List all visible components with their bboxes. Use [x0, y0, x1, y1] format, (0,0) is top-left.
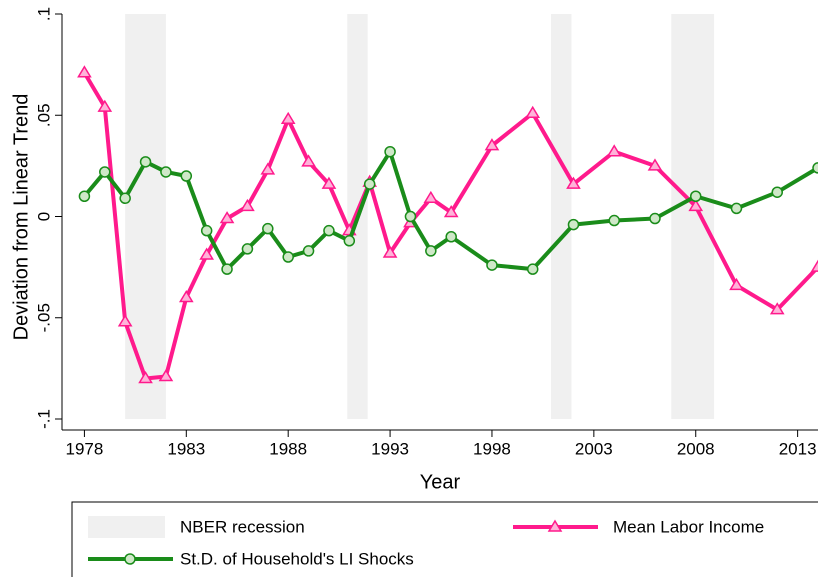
series-line: [82, 71, 818, 381]
point-marker: [404, 210, 417, 223]
recession-band: [125, 14, 166, 419]
point-marker: [730, 202, 743, 215]
point-marker: [606, 144, 622, 157]
point-marker: [139, 156, 152, 168]
point-marker: [97, 99, 113, 112]
x-tick-label: 1993: [371, 439, 409, 458]
x-tick-label: 1978: [66, 439, 104, 458]
point-marker: [608, 214, 620, 227]
point-marker: [219, 211, 235, 224]
y-tick-label: -.05: [34, 303, 53, 332]
recession-band: [671, 14, 715, 419]
point-marker: [117, 314, 133, 327]
y-tick-label: 0: [34, 212, 53, 221]
point-marker: [771, 186, 783, 198]
y-tick-label: .05: [34, 103, 53, 127]
point-marker: [301, 154, 316, 167]
point-marker: [443, 204, 459, 218]
point-marker: [688, 198, 704, 212]
x-tick-label: 1998: [473, 439, 511, 458]
point-marker: [525, 105, 541, 118]
point-marker: [99, 166, 111, 178]
point-marker: [321, 176, 337, 189]
legend-label: Mean Labor Income: [613, 517, 764, 536]
legend-swatch: [88, 516, 165, 538]
point-marker: [240, 198, 255, 212]
x-tick-label: 2003: [575, 439, 613, 458]
point-marker: [260, 162, 276, 175]
legend-label: NBER recession: [180, 517, 305, 536]
x-axis-label: Year: [420, 471, 461, 493]
x-tick-label: 2013: [779, 439, 817, 458]
legend-box: [71, 501, 818, 577]
point-marker: [425, 245, 437, 257]
point-marker: [199, 247, 215, 260]
y-tick-label: .1: [34, 7, 53, 21]
point-marker: [180, 170, 193, 182]
point-marker: [729, 277, 744, 291]
point-marker: [566, 176, 581, 189]
point-marker: [484, 138, 500, 151]
point-marker: [649, 212, 661, 225]
point-marker: [382, 245, 398, 258]
point-marker: [567, 218, 580, 231]
point-marker: [158, 369, 174, 382]
x-tick-label: 2008: [677, 439, 715, 458]
series-line: [82, 149, 818, 272]
point-marker: [200, 224, 213, 237]
point-marker: [282, 251, 294, 263]
point-marker: [178, 290, 194, 303]
point-marker: [384, 145, 396, 158]
point-marker: [262, 222, 274, 235]
point-marker: [812, 162, 818, 174]
point-marker: [160, 166, 172, 178]
point-marker: [526, 263, 539, 275]
recession-band: [551, 14, 572, 419]
point-marker: [323, 224, 335, 237]
y-axis-label: Deviation from Linear Trend: [10, 94, 32, 341]
legend-marker: [124, 553, 136, 565]
point-marker: [445, 231, 457, 243]
point-marker: [280, 111, 296, 125]
point-marker: [119, 192, 131, 205]
point-marker: [77, 65, 92, 78]
point-marker: [221, 263, 233, 275]
point-marker: [78, 190, 91, 202]
x-tick-label: 1983: [167, 439, 205, 458]
x-tick-label: 1988: [269, 439, 307, 458]
legend-label: St.D. of Household's LI Shocks: [180, 549, 414, 568]
point-marker: [363, 178, 376, 190]
point-marker: [486, 259, 498, 271]
point-marker: [769, 302, 785, 315]
point-marker: [302, 245, 315, 257]
point-marker: [810, 259, 818, 272]
y-tick-label: -.1: [34, 409, 53, 429]
point-marker: [647, 158, 663, 171]
legend-marker: [547, 519, 563, 532]
point-marker: [138, 371, 153, 384]
point-marker: [241, 243, 254, 255]
point-marker: [689, 190, 702, 202]
point-marker: [343, 235, 356, 247]
point-marker: [423, 190, 439, 204]
